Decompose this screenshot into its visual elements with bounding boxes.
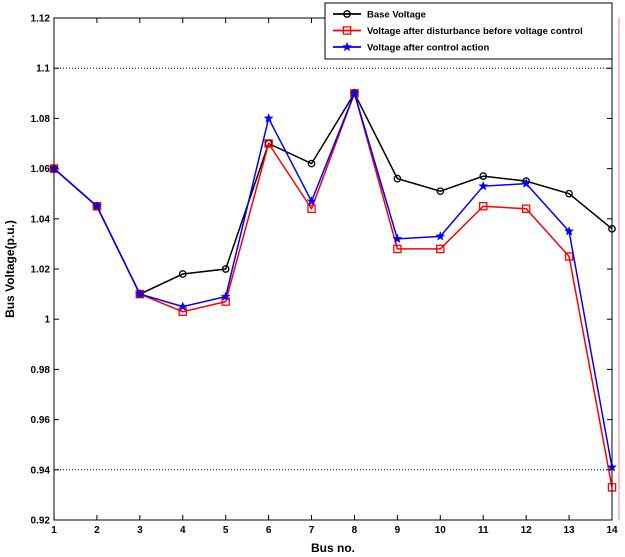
y-tick-label-9: 1.1 xyxy=(36,64,50,75)
x-tick-label-4: 5 xyxy=(223,525,229,536)
series-2-point-10 xyxy=(478,180,489,191)
y-axis: 0.92 0.94 0.96 0.98 1 1.02 1.04 1.06 1.08 1.1 1.12 xyxy=(31,14,612,527)
legend-marker-0 xyxy=(343,10,351,18)
series-0-point-3 xyxy=(178,270,187,278)
x-tick-label-7: 8 xyxy=(352,525,358,536)
y-tick-label-6: 1.04 xyxy=(31,214,51,225)
series-2-point-1 xyxy=(91,200,102,211)
legend: Base Voltage Voltage after disturbance be… xyxy=(324,2,613,60)
series-0-point-4 xyxy=(221,265,230,273)
y-tick-label-10: 1.12 xyxy=(31,14,51,25)
x-tick-label-10: 11 xyxy=(478,525,489,536)
series-1-point-10 xyxy=(478,201,488,211)
x-tick-label-6: 7 xyxy=(309,525,315,536)
series-1-point-6 xyxy=(307,204,316,214)
x-axis: 1 2 3 4 5 6 7 8 9 10 11 12 13 14 xyxy=(51,18,618,536)
series-2 xyxy=(48,87,618,472)
series-layer xyxy=(48,87,618,492)
legend-marker-2 xyxy=(341,41,353,52)
series-1-point-12 xyxy=(564,252,574,261)
series-2-point-5 xyxy=(263,113,274,123)
y-axis-label: Bus Voltage(p.u.) xyxy=(3,220,17,318)
series-2-point-2 xyxy=(134,288,145,299)
series-1-point-5 xyxy=(264,139,273,148)
x-tick-label-12: 13 xyxy=(564,525,576,536)
y-tick-label-8: 1.08 xyxy=(31,114,51,125)
y-tick-label-1: 0.94 xyxy=(31,465,51,476)
series-0-point-6 xyxy=(307,159,316,168)
x-tick-label-0: 1 xyxy=(51,525,57,536)
series-1-point-9 xyxy=(436,244,445,254)
x-tick-label-2: 3 xyxy=(137,525,143,536)
series-2-point-7 xyxy=(349,87,360,98)
series-2-point-4 xyxy=(220,291,231,301)
legend-label-2: Voltage after control action xyxy=(367,43,489,54)
series-1-point-8 xyxy=(393,244,402,254)
series-2-point-11 xyxy=(521,178,532,188)
legend-box xyxy=(324,2,613,60)
plot-area xyxy=(54,18,612,520)
x-tick-label-5: 6 xyxy=(266,525,272,536)
x-tick-label-11: 12 xyxy=(521,525,533,536)
x-tick-label-1: 2 xyxy=(94,525,100,536)
series-2-point-8 xyxy=(392,233,403,244)
legend-label-0: Base Voltage xyxy=(367,10,426,21)
series-0-point-10 xyxy=(479,172,488,180)
x-tick-label-8: 9 xyxy=(395,525,401,536)
reference-lines xyxy=(54,67,612,471)
series-2-point-6 xyxy=(306,195,317,206)
x-tick-label-3: 4 xyxy=(180,525,186,536)
series-2-point-3 xyxy=(177,301,188,311)
legend-marker-1 xyxy=(342,26,352,35)
x-axis-label: Bus no. xyxy=(311,541,355,555)
y-tick-label-0: 0.92 xyxy=(31,516,51,527)
y-tick-label-5: 1.02 xyxy=(31,265,51,276)
series-2-point-9 xyxy=(435,231,446,241)
series-1 xyxy=(49,89,617,492)
series-0-point-8 xyxy=(393,174,402,183)
series-2-point-12 xyxy=(564,226,575,236)
y-tick-label-3: 0.98 xyxy=(31,365,51,376)
y-tick-label-4: 1 xyxy=(44,315,50,326)
y-tick-label-7: 1.06 xyxy=(31,164,51,175)
x-tick-label-13: 14 xyxy=(606,525,618,536)
series-0-point-9 xyxy=(436,187,445,196)
series-line-2 xyxy=(53,91,613,468)
series-line-1 xyxy=(53,90,613,488)
series-line-0 xyxy=(53,91,613,296)
x-tick-label-9: 10 xyxy=(435,525,447,536)
series-1-point-11 xyxy=(521,204,531,214)
y-tick-label-2: 0.96 xyxy=(31,415,51,426)
legend-label-1: Voltage after disturbance before voltage… xyxy=(367,26,583,37)
series-0-point-12 xyxy=(565,189,573,198)
